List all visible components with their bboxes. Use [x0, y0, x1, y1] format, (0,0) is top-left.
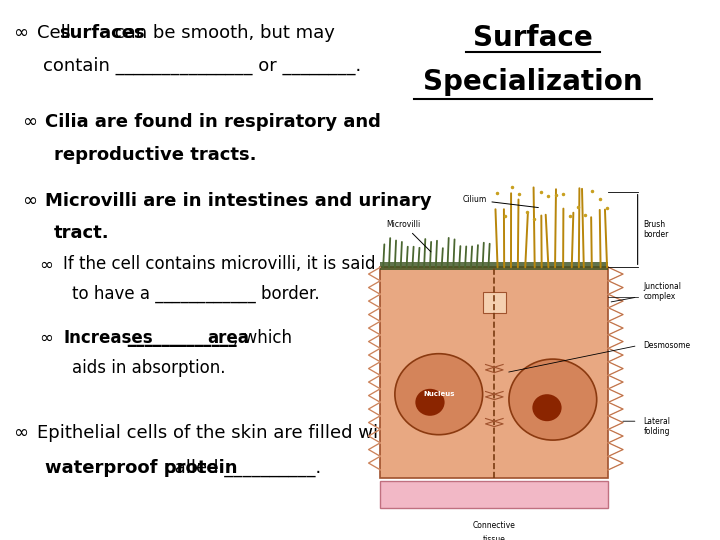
FancyBboxPatch shape	[380, 267, 608, 478]
Text: Brush
border: Brush border	[644, 220, 669, 239]
Text: If the cell contains microvilli, it is said: If the cell contains microvilli, it is s…	[63, 255, 376, 273]
Text: reproductive tracts.: reproductive tracts.	[54, 146, 256, 164]
Text: ∞: ∞	[22, 192, 37, 210]
Text: waterproof protein: waterproof protein	[45, 459, 238, 477]
Text: Microvilli are in intestines and urinary: Microvilli are in intestines and urinary	[45, 192, 432, 210]
Text: Cilia are found in respiratory and: Cilia are found in respiratory and	[45, 113, 381, 131]
Text: ∞: ∞	[13, 424, 28, 442]
Text: ∞: ∞	[13, 24, 28, 42]
Circle shape	[532, 394, 562, 421]
Text: ∞: ∞	[40, 255, 53, 273]
Text: ∞: ∞	[22, 113, 37, 131]
Text: Increases: Increases	[63, 329, 153, 347]
Text: , which: , which	[233, 329, 292, 347]
Text: aids in absorption.: aids in absorption.	[72, 359, 225, 377]
Text: to have a ____________ border.: to have a ____________ border.	[72, 285, 320, 303]
Circle shape	[395, 354, 482, 435]
Text: Desmosome: Desmosome	[644, 341, 690, 350]
Text: can be smooth, but may: can be smooth, but may	[109, 24, 336, 42]
Text: surfaces: surfaces	[59, 24, 145, 42]
Text: Cilium: Cilium	[462, 195, 539, 207]
Text: tissue: tissue	[483, 535, 505, 540]
FancyBboxPatch shape	[482, 292, 506, 313]
Text: Cell: Cell	[37, 24, 77, 42]
Text: tract.: tract.	[54, 224, 109, 242]
Text: ∞: ∞	[40, 329, 53, 347]
Text: Junctional
complex: Junctional complex	[644, 282, 682, 301]
Text: Epithelial cells of the skin are filled with a: Epithelial cells of the skin are filled …	[37, 424, 414, 442]
Text: Nucleus: Nucleus	[423, 391, 454, 397]
Text: Surface: Surface	[473, 24, 593, 52]
Text: Specialization: Specialization	[423, 68, 643, 96]
Text: area: area	[207, 329, 249, 347]
Circle shape	[415, 389, 445, 416]
Text: called __________.: called __________.	[159, 459, 321, 477]
Text: Lateral
folding: Lateral folding	[644, 417, 670, 436]
Text: Microvilli: Microvilli	[386, 220, 431, 252]
Text: contain _______________ or ________.: contain _______________ or ________.	[43, 57, 361, 75]
FancyBboxPatch shape	[380, 481, 608, 508]
Bar	[380, 262, 608, 270]
Circle shape	[509, 359, 597, 440]
Text: Connective: Connective	[473, 521, 516, 530]
Text: _____________: _____________	[122, 329, 243, 347]
